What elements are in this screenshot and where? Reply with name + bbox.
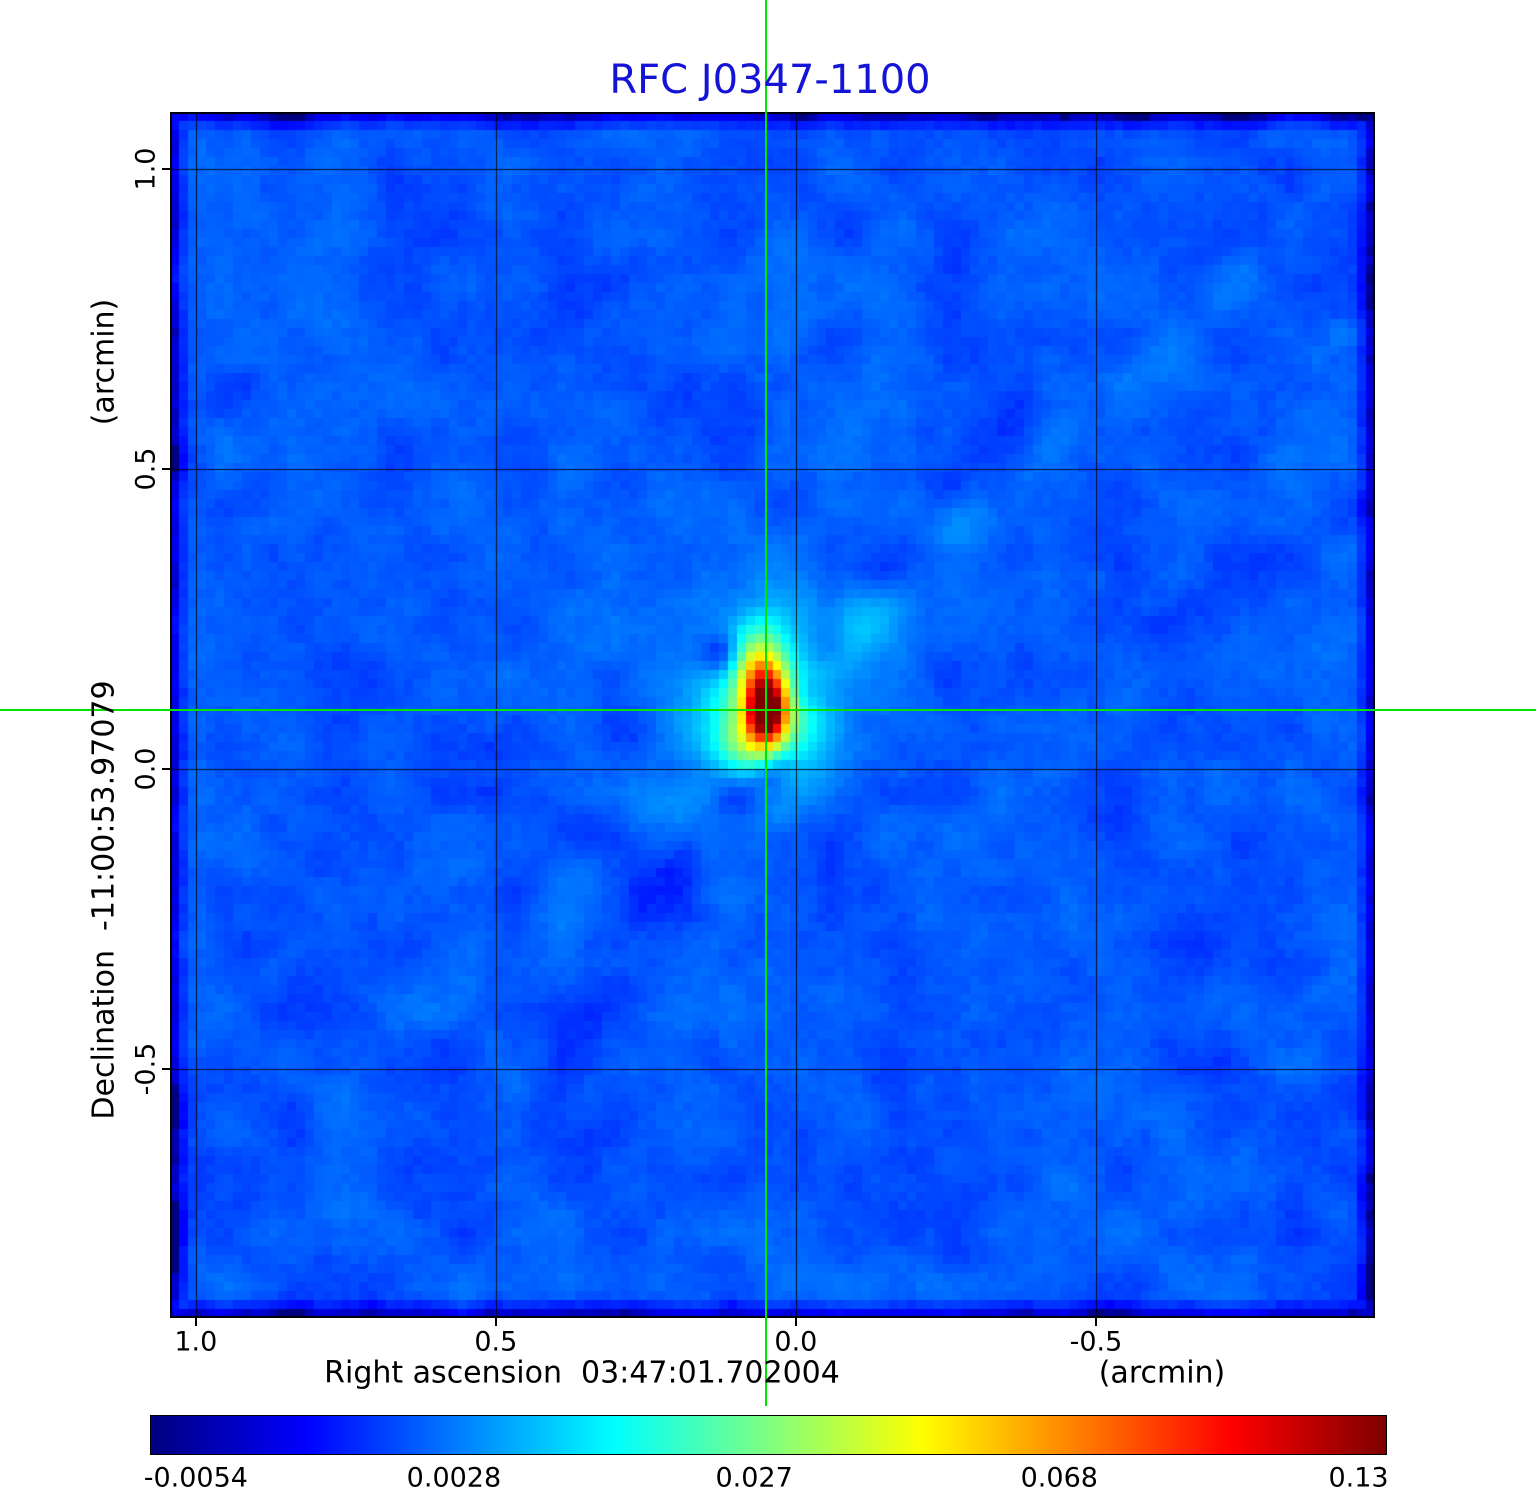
x-tick-label: 0.0: [774, 1326, 818, 1358]
colorbar-tick-label: 0.068: [1020, 1462, 1098, 1494]
x-tick-mark: [794, 1318, 797, 1326]
colorbar-tick-label: 0.13: [1328, 1462, 1389, 1494]
y-tick-label: 0.5: [130, 447, 162, 491]
x-tick-label: -0.5: [1069, 1326, 1123, 1358]
colorbar-tick-label: 0.027: [715, 1462, 793, 1494]
crosshair-vertical-line: [764, 0, 767, 1406]
colorbar-tick-label: 0.0028: [406, 1462, 502, 1494]
crosshair-horizontal-line: [0, 708, 1536, 711]
colorbar-tick-label: -0.0054: [143, 1462, 248, 1494]
y-axis-label: Declination -11:00:53.97079: [86, 680, 122, 1120]
y-tick-label: 0.0: [130, 747, 162, 791]
radio-map-canvas: [170, 112, 1375, 1318]
x-axis-label: Right ascension 03:47:01.702004: [324, 1355, 840, 1391]
y-axis-unit-label: (arcmin): [86, 298, 122, 426]
y-tick-label: -0.5: [130, 1042, 162, 1095]
y-tick-mark: [162, 467, 170, 470]
x-tick-mark: [194, 1318, 197, 1326]
y-tick-mark: [162, 167, 170, 170]
colorbar: [150, 1415, 1387, 1455]
plot-title: RFC J0347-1100: [609, 57, 931, 103]
x-tick-mark: [494, 1318, 497, 1326]
x-tick-label: 1.0: [174, 1326, 218, 1358]
x-tick-label: 0.5: [474, 1326, 518, 1358]
y-tick-mark: [162, 1067, 170, 1070]
y-tick-mark: [162, 767, 170, 770]
y-tick-label: 1.0: [130, 147, 162, 191]
x-tick-mark: [1094, 1318, 1097, 1326]
x-axis-unit-label: (arcmin): [1098, 1355, 1226, 1391]
